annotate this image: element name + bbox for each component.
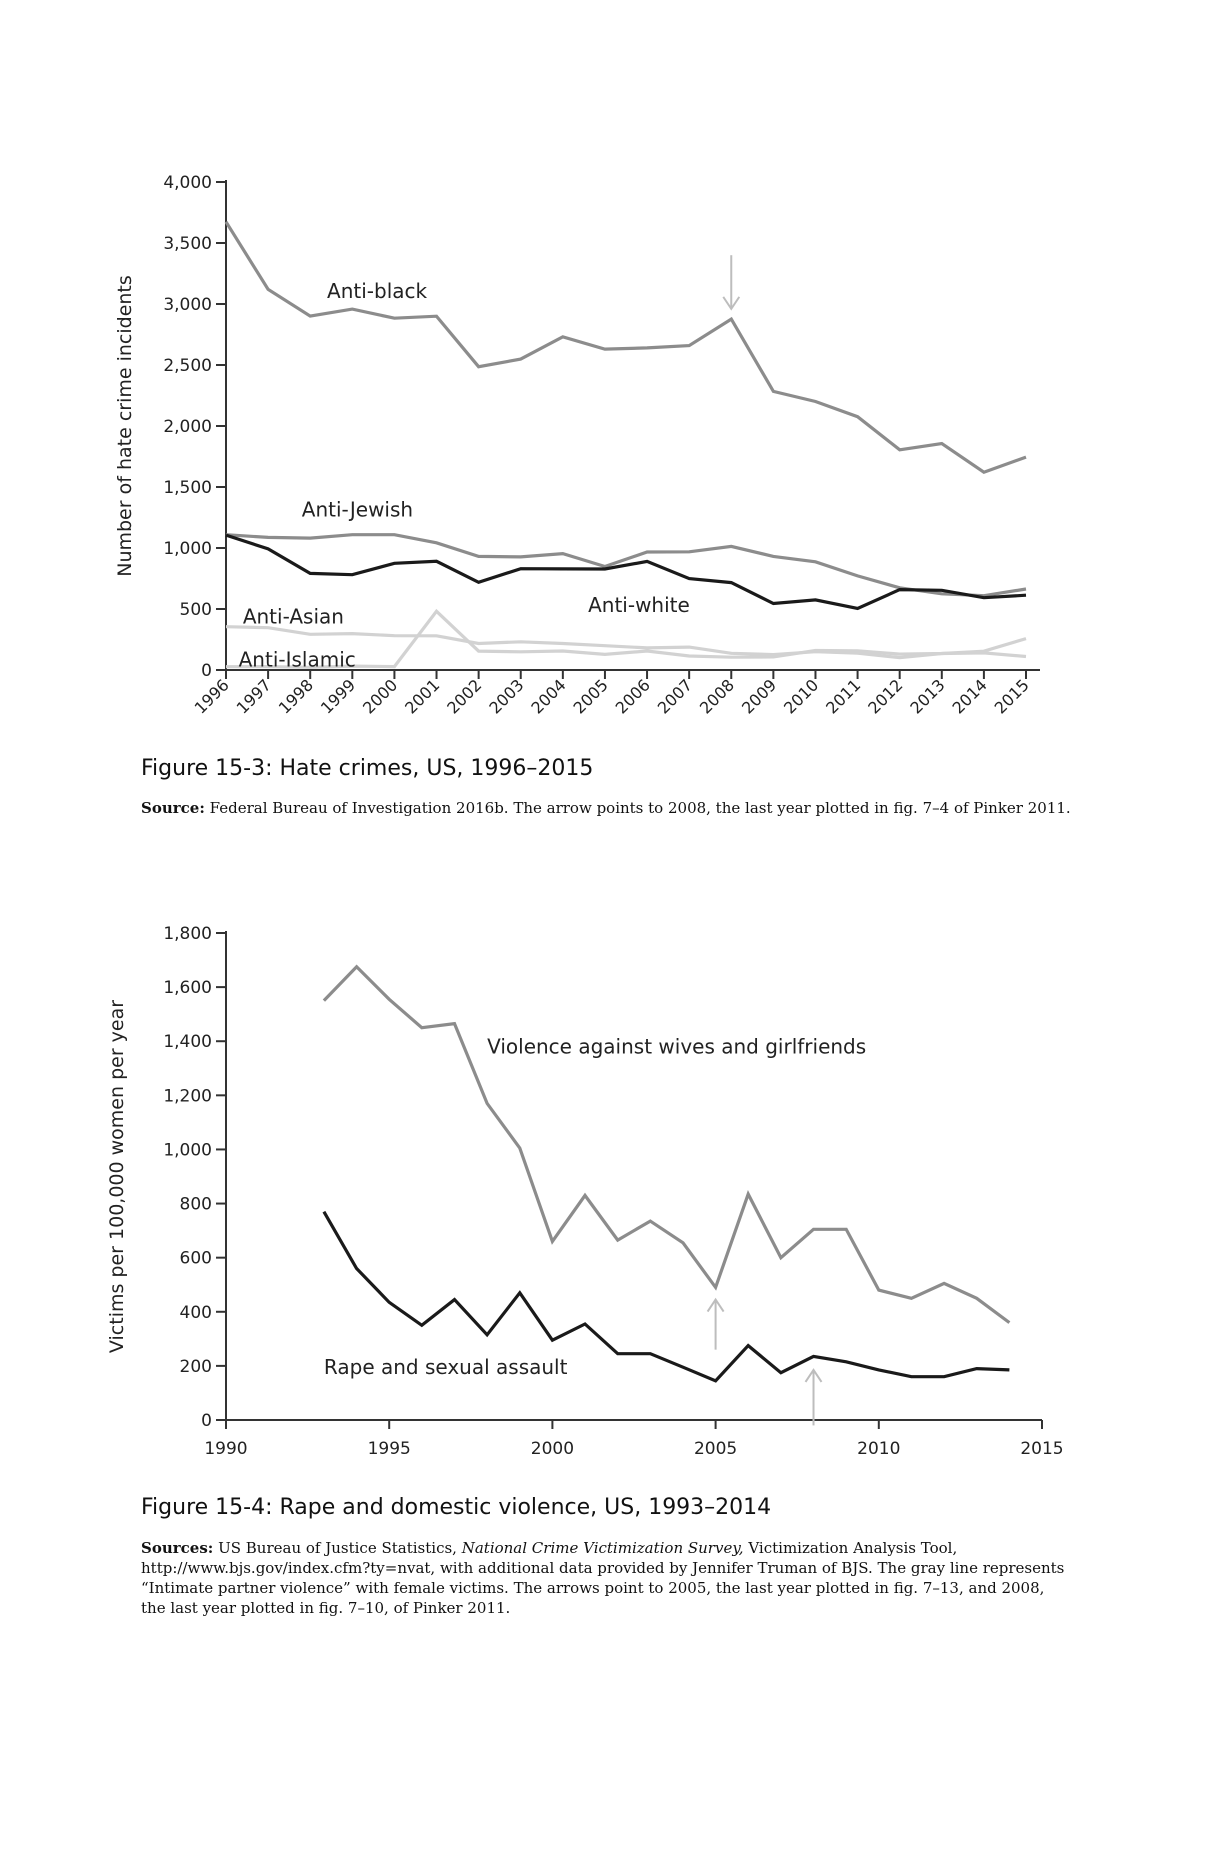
figure-15-4-source: Sources: US Bureau of Justice Statistics… (141, 1538, 1071, 1618)
hate-x-tick-label-2012: 2012 (864, 675, 906, 717)
hate-y-tick-label-500: 500 (180, 600, 212, 620)
hate-series-anti-islamic (225, 608, 1027, 669)
rape-y-tick-label-400: 400 (180, 1303, 212, 1323)
hate-x-tick-label-1998: 1998 (275, 675, 317, 717)
rape-y-axis-label: Victims per 100,000 women per year (106, 1000, 128, 1353)
hate-x-tick-label-2007: 2007 (654, 675, 696, 717)
source-label: Source: (141, 799, 205, 817)
hate-y-tick-label-2500: 2,500 (163, 356, 212, 376)
figure-15-4-title: Figure 15-4: Rape and domestic violence,… (141, 1495, 772, 1520)
figure-15-3: 0 500 1,000 1,500 2,000 2,500 3,000 3,500 4,000 1… (0, 0, 1225, 860)
hate-series-anti-black (224, 220, 1027, 474)
hate-x-tick-label-2015: 2015 (991, 675, 1033, 717)
hate-series-anti-white (225, 533, 1027, 611)
hate-y-tick-label-2000: 2,000 (163, 417, 212, 437)
rape-y-tick-label-800: 800 (180, 1195, 212, 1215)
hate-label-anti-jewish: Anti-Jewish (302, 497, 413, 521)
hate-x-tick-label-2013: 2013 (906, 675, 948, 717)
sources-label: Sources: (141, 1539, 214, 1557)
rape-y-tick-label-1200: 1,200 (163, 1086, 212, 1106)
chart-rape-domestic-violence: 0 200 400 600 800 1,000 1,200 1,400 1,600 1,800 19… (106, 924, 1064, 1459)
hate-label-anti-black: Anti-black (327, 279, 427, 303)
rape-y-tick-label-1400: 1,400 (163, 1032, 212, 1052)
figure-15-3-title: Figure 15-3: Hate crimes, US, 1996–2015 (141, 756, 594, 781)
hate-y-tick-label-0: 0 (201, 661, 212, 681)
rape-series-rape-and-sexual-assault (322, 1210, 1010, 1383)
rape-series-violence-against-wives-and-girlfriends (322, 964, 1011, 1324)
sources-text-post: Victimization Analysis Tool, http://www.… (141, 1539, 1065, 1617)
rape-x-tick-label-1990: 1990 (204, 1439, 247, 1459)
rape-y-tick-label-1000: 1,000 (163, 1140, 212, 1160)
hate-y-axis-label: Number of hate crime incidents (114, 275, 136, 577)
sources-text-pre: US Bureau of Justice Statistics, (218, 1539, 462, 1557)
rape-y-tick-label-600: 600 (180, 1249, 212, 1269)
hate-y-tick-label-1000: 1,000 (163, 539, 212, 559)
hate-series-anti-asian (225, 625, 1027, 660)
hate-y-tick-label-4000: 4,000 (163, 173, 212, 193)
hate-x-tick-label-2001: 2001 (401, 675, 443, 717)
hate-label-anti-islamic: Anti-Islamic (239, 647, 356, 671)
chart-hate-crimes: 0 500 1,000 1,500 2,000 2,500 3,000 3,500 4,000 1… (114, 173, 1040, 718)
hate-x-tick-label-2008: 2008 (696, 675, 738, 717)
rape-y-tick-label-1600: 1,600 (163, 978, 212, 998)
rape-arrow-2005-head (706, 1297, 725, 1313)
hate-x-tick-label-2010: 2010 (780, 675, 822, 717)
source-text: Federal Bureau of Investigation 2016b. T… (209, 799, 1071, 817)
hate-y-tick-label-3500: 3,500 (163, 234, 212, 254)
hate-y-tick-label-3000: 3,000 (163, 295, 212, 315)
hate-x-tick-label-2002: 2002 (443, 675, 485, 717)
hate-x-tick-label-2014: 2014 (948, 675, 990, 717)
rape-x-tick-label-1995: 1995 (368, 1439, 411, 1459)
hate-x-tick-label-2006: 2006 (612, 675, 654, 717)
rape-label-violence-against-wives-and-girlfriends: Violence against wives and girlfriends (487, 1034, 866, 1058)
hate-arrow-2008-head (722, 296, 741, 311)
rape-arrow-2008-head (804, 1368, 823, 1383)
rape-x-tick-label-2005: 2005 (694, 1439, 737, 1459)
hate-y-tick-label-1500: 1,500 (163, 478, 212, 498)
sources-survey-name: National Crime Victimization Survey, (461, 1539, 744, 1557)
hate-label-anti-white: Anti-white (588, 593, 690, 617)
hate-x-tick-label-2000: 2000 (359, 675, 401, 717)
hate-x-tick-label-2011: 2011 (822, 675, 864, 717)
hate-label-anti-asian: Anti-Asian (243, 605, 344, 629)
figure-15-4: 0 200 400 600 800 1,000 1,200 1,400 1,600 1,800 19… (0, 860, 1225, 1760)
rape-label-rape-and-sexual-assault: Rape and sexual assault (324, 1355, 568, 1379)
hate-x-tick-label-2003: 2003 (485, 675, 527, 717)
figure-15-3-source: Source: Federal Bureau of Investigation … (141, 798, 1071, 818)
rape-x-tick-label-2000: 2000 (531, 1439, 574, 1459)
hate-x-tick-label-1999: 1999 (317, 675, 359, 717)
rape-y-tick-label-200: 200 (180, 1357, 212, 1377)
hate-x-tick-label-1997: 1997 (233, 675, 275, 717)
hate-x-tick-label-1996: 1996 (191, 675, 233, 717)
hate-x-tick-label-2009: 2009 (738, 675, 780, 717)
rape-y-tick-label-0: 0 (201, 1411, 212, 1431)
hate-x-tick-label-2004: 2004 (527, 675, 569, 717)
hate-series-anti-jewish (225, 533, 1027, 598)
rape-x-tick-label-2010: 2010 (857, 1439, 900, 1459)
hate-x-tick-label-2005: 2005 (570, 675, 612, 717)
rape-y-tick-label-1800: 1,800 (163, 924, 212, 944)
rape-x-tick-label-2015: 2015 (1020, 1439, 1063, 1459)
